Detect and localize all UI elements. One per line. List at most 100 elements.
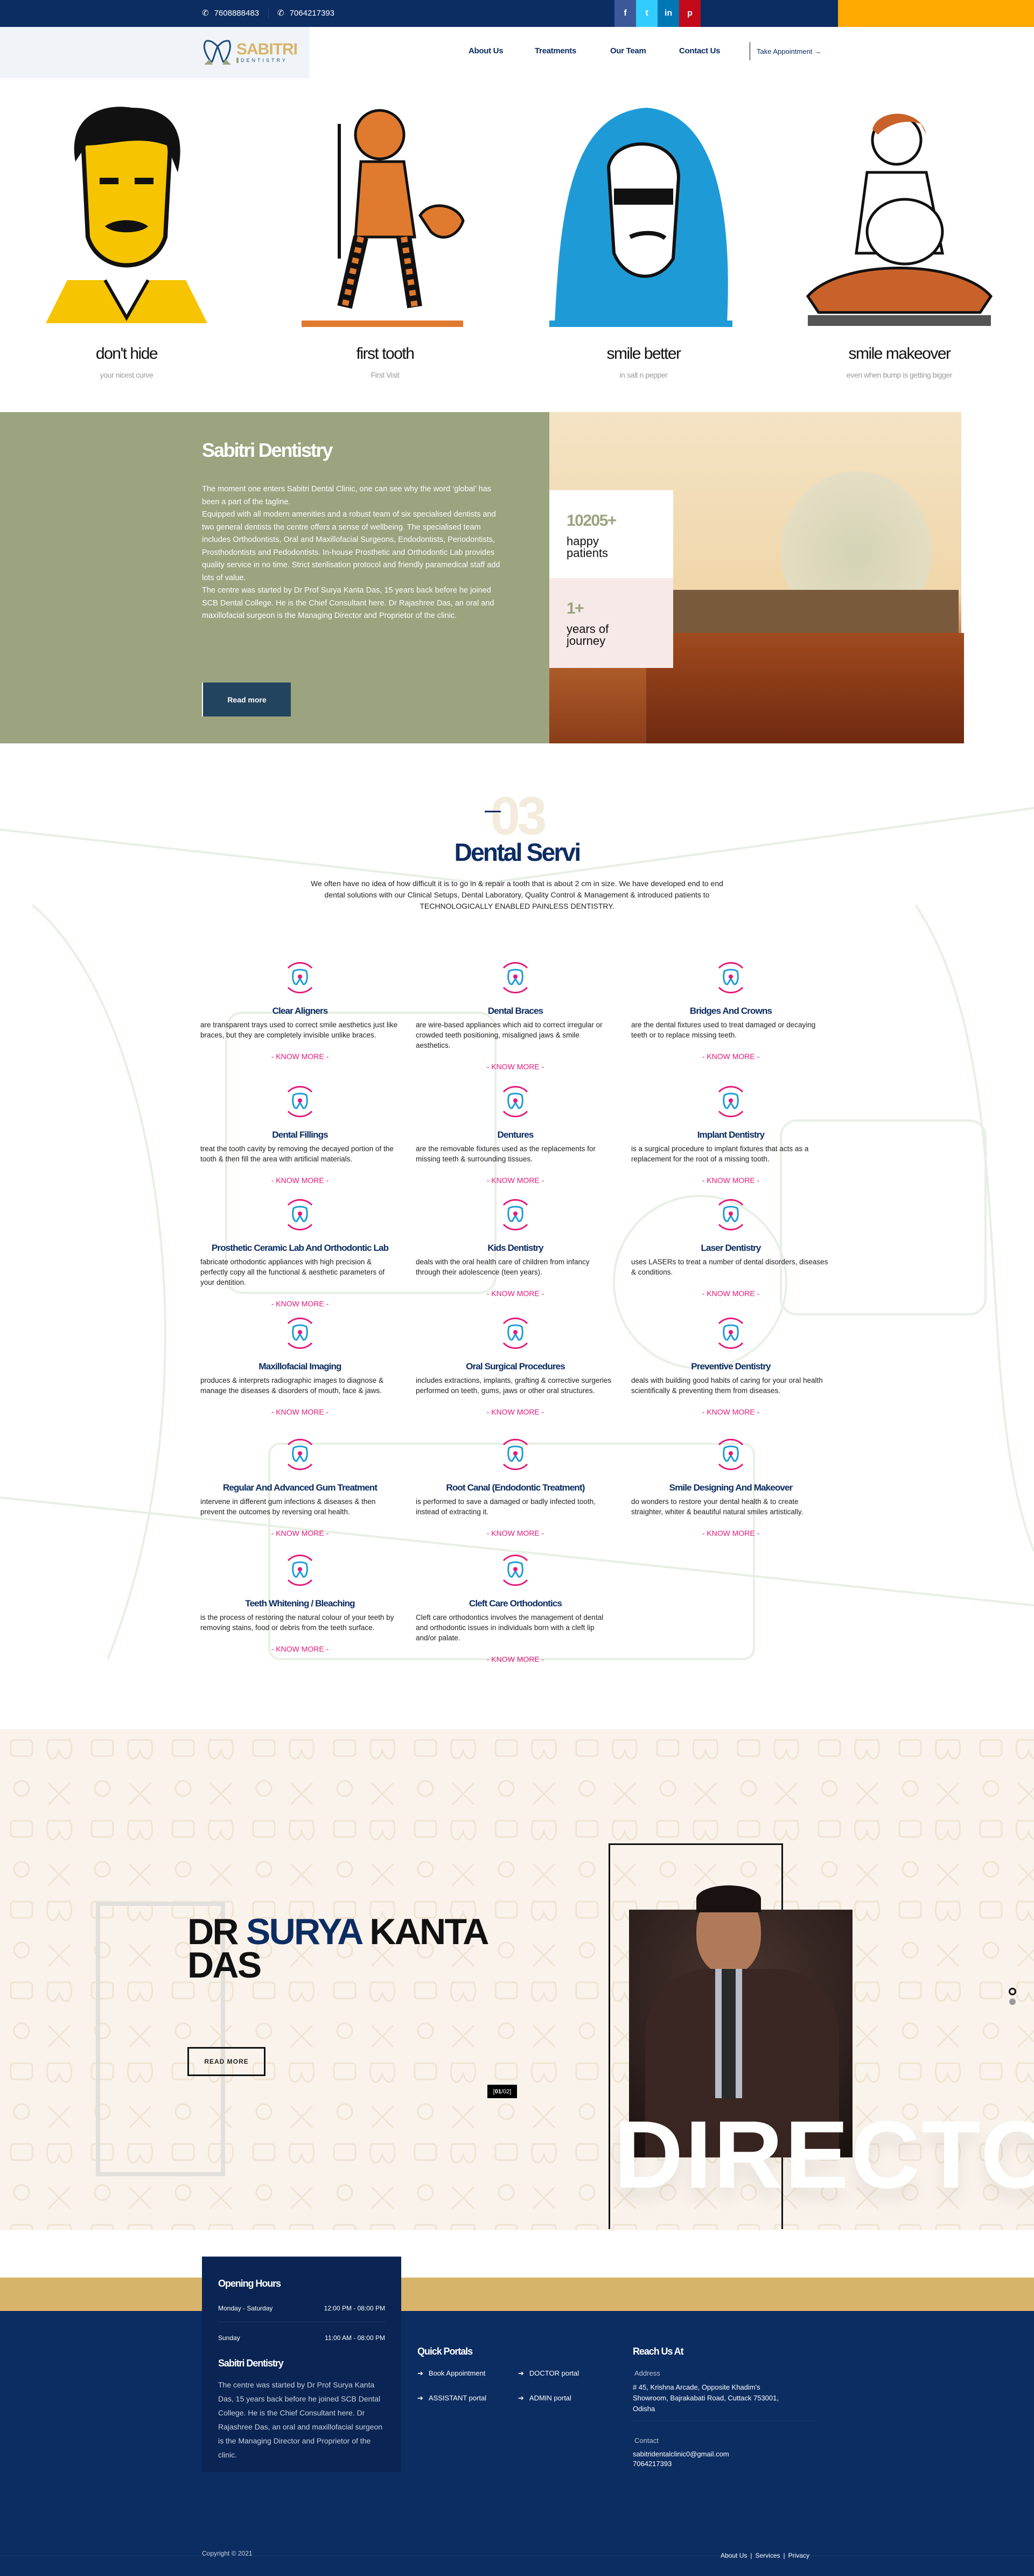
pinterest-button[interactable]: p (679, 0, 701, 27)
crown-icon (709, 956, 752, 999)
director-photo (629, 1885, 853, 2157)
service-card: Teeth Whitening / Bleaching is the proces… (198, 1549, 402, 1653)
service-description: uses LASERs to treat a number of dental … (631, 1258, 828, 1276)
tooth-logo-icon (203, 40, 231, 65)
slider-dot-active[interactable] (1009, 1988, 1016, 1995)
service-card: Regular And Advanced Gum Treatment interv… (198, 1433, 402, 1537)
section-number: 03 (490, 786, 547, 846)
about-text: The moment one enters Sabitri Dental Cli… (202, 485, 500, 620)
phone-1[interactable]: ✆ 7608888483 (202, 8, 260, 18)
hero-title: first tooth (356, 345, 415, 363)
service-title: Dental Fillings (272, 1130, 328, 1140)
know-more-link[interactable]: - KNOW MORE - (702, 1529, 760, 1537)
hero-card: smile better in salt n pepper (536, 345, 751, 379)
woman-illustration (549, 108, 732, 327)
slider-dot[interactable] (1009, 1999, 1016, 2005)
lab-flask-icon (278, 1193, 322, 1236)
twitter-button[interactable]: t (636, 0, 658, 27)
know-more-link[interactable]: - KNOW MORE - (702, 1176, 760, 1185)
braces-icon (494, 956, 537, 999)
service-title: Dentures (497, 1130, 534, 1140)
know-more-link[interactable]: - KNOW MORE - (486, 1176, 544, 1185)
portal-link[interactable]: ➔ ASSISTANT portal (417, 2394, 487, 2402)
service-description: are the removable fixtures used as the r… (416, 1145, 596, 1163)
know-more-link[interactable]: - KNOW MORE - (486, 1062, 544, 1071)
service-description: fabricate orthodontic appliances with hi… (200, 1258, 385, 1286)
copyright: Copyright © 2021 (202, 2550, 253, 2557)
laser-icon (709, 1193, 752, 1236)
know-more-link[interactable]: - KNOW MORE - (271, 1052, 329, 1061)
service-title: Root Canal (Endodontic Treatment) (446, 1482, 585, 1493)
implant-icon (709, 1080, 752, 1123)
service-description: do wonders to restore your dental health… (631, 1498, 804, 1516)
service-title: Clear Aligners (272, 1006, 329, 1016)
hero-subtitle: your nicest curve (100, 371, 153, 379)
service-title: Laser Dentistry (701, 1243, 761, 1253)
service-title: Maxillofacial Imaging (258, 1361, 341, 1371)
service-card: Dental Braces are wire-based appliances w… (413, 956, 618, 1071)
portal-link[interactable]: ➔ DOCTOR portal (518, 2369, 579, 2377)
nav-treatments[interactable]: Treatments (535, 46, 577, 55)
read-more-button[interactable]: Read more (202, 683, 291, 716)
know-more-link[interactable]: - KNOW MORE - (486, 1655, 544, 1663)
hero-subtitle: even when bump is getting bigger (847, 371, 952, 379)
nav-our-team[interactable]: Our Team (610, 46, 646, 55)
service-card: Laser Dentistry uses LASERs to treat a nu… (628, 1193, 833, 1298)
service-title: Smile Designing And Makeover (669, 1482, 793, 1493)
phone-2[interactable]: ✆ 7064217393 (277, 8, 335, 18)
phone-link[interactable]: 7064217393 (633, 2460, 672, 2468)
nav-about-us[interactable]: About Us (469, 46, 504, 55)
surgery-icon (494, 1312, 537, 1355)
hero-card: don't hide your nicest curve (19, 345, 234, 379)
logo[interactable]: SABITRI DENTISTRY (202, 39, 298, 66)
know-more-link[interactable]: - KNOW MORE - (271, 1529, 329, 1537)
xray-icon (278, 1312, 322, 1355)
know-more-link[interactable]: - KNOW MORE - (271, 1408, 329, 1416)
linkedin-button[interactable]: in (658, 0, 679, 27)
footer-link[interactable]: Privacy (788, 2552, 809, 2559)
hero-subtitle: in salt n pepper (619, 371, 668, 379)
know-more-link[interactable]: - KNOW MORE - (486, 1529, 544, 1537)
facebook-button[interactable]: f (614, 0, 636, 27)
service-title: Dental Braces (487, 1006, 543, 1016)
service-description: deals with building good habits of carin… (631, 1376, 823, 1395)
know-more-link[interactable]: - KNOW MORE - (486, 1408, 544, 1416)
service-title: Bridges And Crowns (689, 1006, 772, 1016)
service-title: Cleft Care Orthodontics (469, 1598, 562, 1609)
know-more-link[interactable]: - KNOW MORE - (702, 1052, 760, 1061)
email-link[interactable]: sabitridentalclinic0@gmail.com (633, 2450, 729, 2458)
service-title: Oral Surgical Procedures (466, 1361, 565, 1371)
nav-contact-us[interactable]: Contact Us (679, 46, 721, 55)
denture-icon (494, 1080, 537, 1123)
services-section: 03 Dental Servi We often have no idea of… (0, 743, 1034, 1729)
footer-link[interactable]: About Us (721, 2552, 747, 2559)
know-more-link[interactable]: - KNOW MORE - (271, 1176, 329, 1185)
know-more-link[interactable]: - KNOW MORE - (271, 1645, 329, 1653)
arrow-right-icon: ➔ (518, 2369, 524, 2377)
know-more-link[interactable]: - KNOW MORE - (271, 1299, 329, 1308)
footer-link[interactable]: Services (755, 2552, 780, 2559)
director-read-more-button[interactable]: READ MORE (187, 2047, 266, 2076)
service-card: Oral Surgical Procedures includes extract… (413, 1312, 618, 1416)
know-more-link[interactable]: - KNOW MORE - (486, 1289, 544, 1298)
service-card: Smile Designing And Makeover do wonders t… (628, 1433, 833, 1537)
service-description: are transparent trays used to correct sm… (200, 1021, 398, 1039)
service-card: Maxillofacial Imaging produces & interpre… (198, 1312, 402, 1416)
know-more-link[interactable]: - KNOW MORE - (702, 1289, 760, 1298)
service-title: Kids Dentistry (487, 1243, 543, 1253)
take-appointment-link[interactable]: Take Appointment → (757, 47, 821, 55)
footer-links: About Us | Services | Privacy (721, 2552, 809, 2559)
gum-icon (278, 1433, 322, 1476)
desk-front (646, 633, 964, 743)
portal-link[interactable]: ➔ ADMIN portal (518, 2394, 571, 2402)
service-description: Cleft care orthodontics involves the man… (416, 1613, 604, 1642)
pinterest-icon: p (687, 9, 693, 18)
portal-link[interactable]: ➔ Book Appointment (417, 2369, 486, 2377)
filling-icon (278, 1080, 322, 1123)
service-description: includes extractions, implants, grafting… (416, 1376, 612, 1395)
hero-card: first tooth First Visit (277, 345, 493, 379)
facebook-icon: f (624, 9, 627, 18)
hours-row: Sunday 11:00 AM - 08:00 PM (218, 2334, 385, 2342)
know-more-link[interactable]: - KNOW MORE - (702, 1408, 760, 1416)
pregnant-woman-illustration (806, 114, 993, 326)
